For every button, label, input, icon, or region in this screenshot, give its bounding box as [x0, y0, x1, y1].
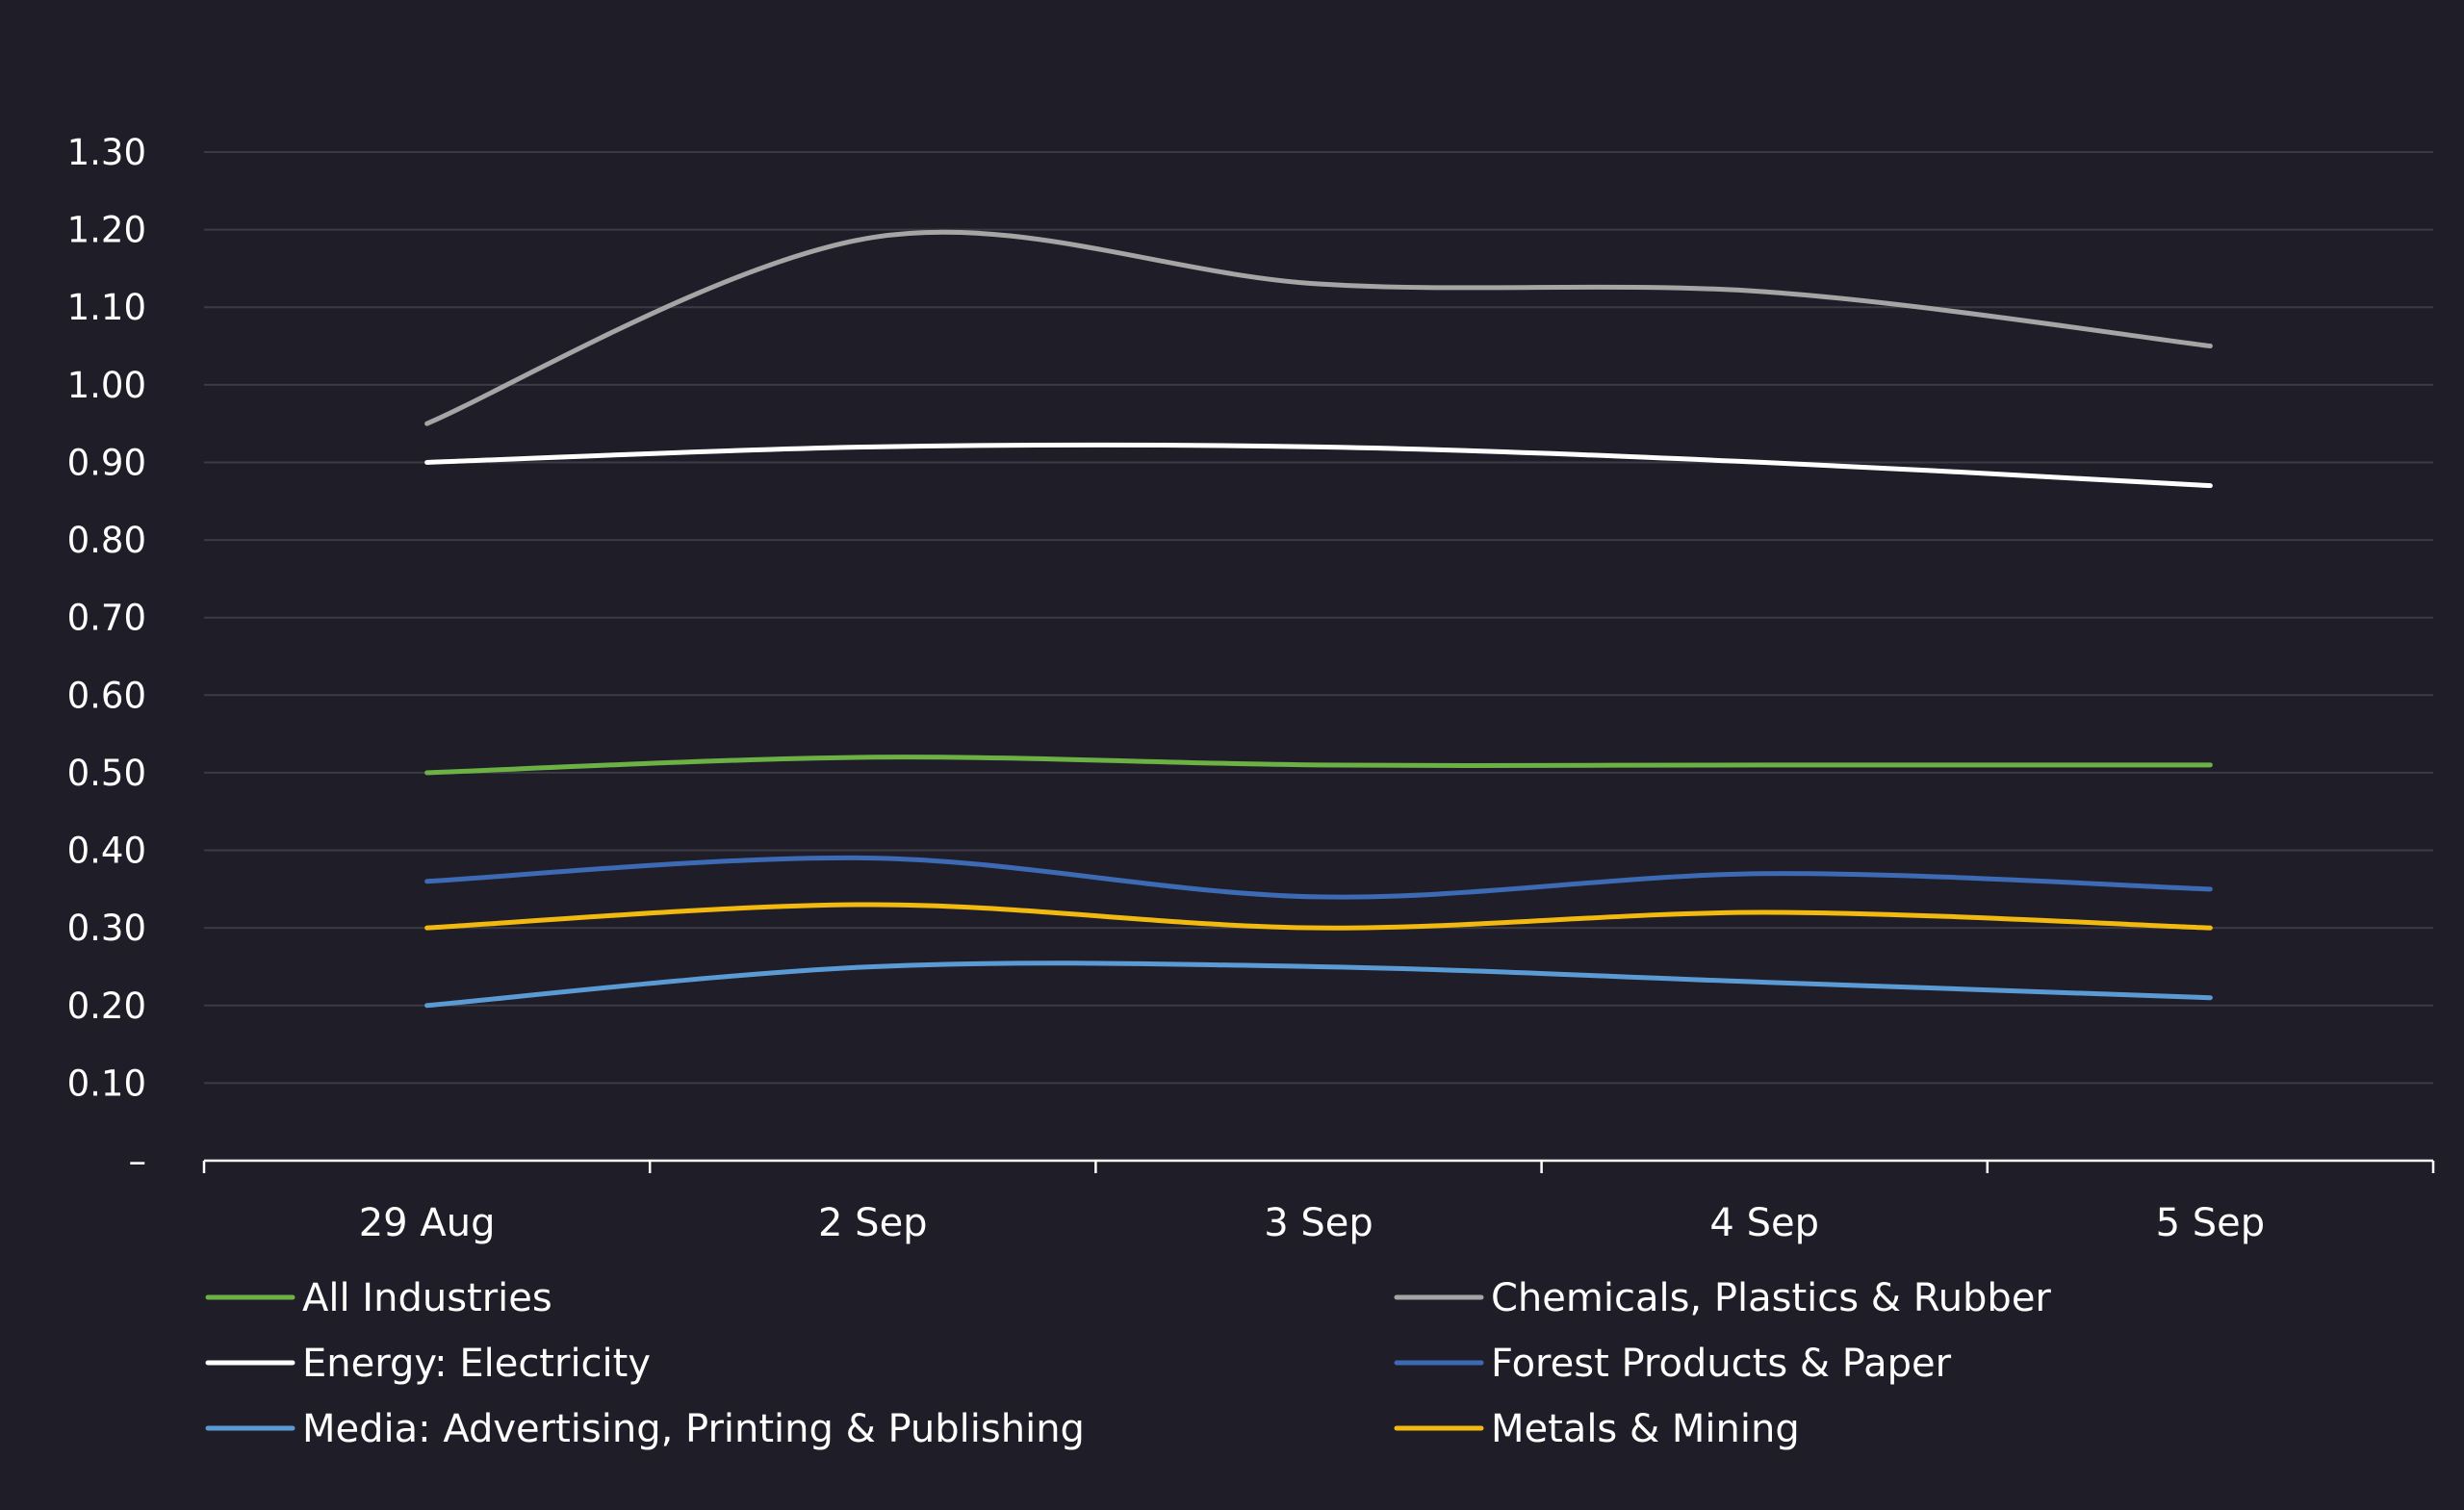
y-tick-label: 0.90 [67, 442, 146, 483]
legend: All Industries Chemicals, Plastics & Rubb… [205, 1276, 2051, 1451]
y-tick-label: – [129, 1140, 147, 1182]
series-line-forest-products-paper [424, 855, 2213, 900]
legend-label-all-industries: All Industries [302, 1276, 552, 1320]
y-tick-label: 1.10 [67, 287, 146, 328]
series-line-media-advertising-printing-publishing [424, 960, 2213, 1009]
series-line-energy-electricity [424, 442, 2213, 489]
legend-label-forest-products-paper: Forest Products & Paper [1491, 1342, 1952, 1386]
legend-label-media-advertising-printing-publishing: Media: Advertising, Printing & Publishin… [302, 1407, 1085, 1451]
y-tick-label: 0.30 [67, 908, 146, 949]
legend-label-energy-electricity: Energy: Electricity [302, 1342, 651, 1386]
x-tick-label: 5 Sep [2156, 1201, 2266, 1245]
y-tick-label: 0.60 [67, 675, 146, 716]
x-tick-label: 29 Aug [359, 1201, 496, 1245]
x-axis [202, 1159, 2435, 1173]
y-tick-label: 0.10 [67, 1062, 146, 1104]
y-tick-label: 1.20 [67, 210, 146, 251]
series-line-chemicals-plastics-rubber [424, 229, 2213, 426]
y-tick-label: 0.40 [67, 831, 146, 872]
x-tick-labels: 29 Aug 2 Sep 3 Sep 4 Sep 5 Sep [359, 1201, 2265, 1245]
series-line-all-industries [424, 755, 2213, 776]
legend-label-metals-mining: Metals & Mining [1491, 1407, 1800, 1451]
y-tick-label: 0.80 [67, 520, 146, 561]
x-tick-label: 3 Sep [1264, 1201, 1373, 1245]
series-line-metals-mining [424, 902, 2213, 931]
y-tick-labels: – 0.10 0.20 0.30 0.40 0.50 0.60 0.70 0.80 0.90 1.0… [67, 132, 146, 1182]
y-tick-label: 0.20 [67, 985, 146, 1027]
gridlines [204, 151, 2433, 1085]
y-tick-label: 0.70 [67, 598, 146, 639]
x-tick-label: 2 Sep [818, 1201, 928, 1245]
y-tick-label: 1.00 [67, 365, 146, 406]
legend-label-chemicals-plastics-rubber: Chemicals, Plastics & Rubber [1491, 1276, 2051, 1320]
y-tick-label: 1.30 [67, 132, 146, 173]
series-lines [424, 229, 2213, 1009]
x-tick-label: 4 Sep [1709, 1201, 1819, 1245]
y-tick-label: 0.50 [67, 753, 146, 794]
